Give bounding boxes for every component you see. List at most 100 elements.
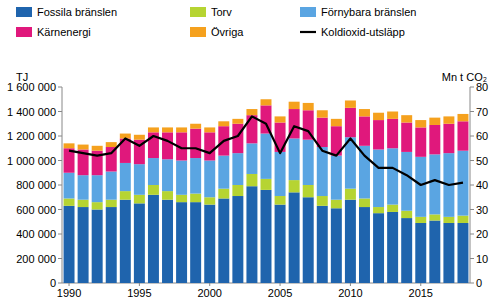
bar [443, 223, 454, 283]
bar [289, 180, 300, 192]
bar [190, 129, 201, 158]
legend-label: Torv [211, 6, 232, 18]
bar [443, 217, 454, 223]
bar [106, 172, 117, 200]
bar [303, 140, 314, 185]
bar [148, 195, 159, 283]
bar [373, 113, 384, 120]
bar [246, 174, 257, 186]
legend-swatch [190, 27, 206, 37]
y2-axis [470, 87, 471, 283]
bar [246, 109, 257, 115]
bar [387, 205, 398, 212]
x-tick [350, 283, 351, 286]
bar [64, 143, 75, 148]
line [69, 116, 463, 185]
bar [275, 116, 286, 122]
y-tick [58, 160, 62, 161]
bar [176, 161, 187, 195]
legend-label: Koldioxid-utsläpp [321, 26, 405, 38]
y2-tick [470, 209, 474, 210]
y2-tick-label: 70 [476, 106, 488, 118]
bar [303, 103, 314, 110]
bar [401, 152, 412, 211]
bar [317, 110, 328, 117]
legend-swatch [190, 7, 206, 17]
bar [359, 109, 370, 116]
y-tick-label: 600 000 [16, 204, 56, 216]
bar [162, 200, 173, 283]
bar [204, 197, 215, 204]
y2-tick [470, 234, 474, 235]
x-tick [69, 283, 70, 286]
y-tick-label: 0 [50, 277, 56, 289]
bar [204, 205, 215, 283]
legend-swatch [16, 7, 32, 17]
bar [190, 202, 201, 283]
bar [78, 207, 89, 283]
bar [373, 207, 384, 213]
bar [64, 206, 75, 283]
x-tick-label: 2000 [197, 287, 221, 299]
bar [120, 163, 131, 191]
bar [317, 206, 328, 283]
bar [232, 119, 243, 124]
bar [429, 214, 440, 220]
y-tick [58, 234, 62, 235]
bar [387, 112, 398, 119]
bar [134, 135, 145, 140]
bar [429, 154, 440, 214]
bar [415, 217, 426, 223]
bar [443, 116, 454, 123]
bar [303, 185, 314, 197]
bar [303, 197, 314, 283]
bar [429, 125, 440, 154]
bar [373, 213, 384, 283]
y-tick-label: 1 200 000 [7, 130, 56, 142]
y2-tick-label: 20 [476, 228, 488, 240]
legend-label: Fossila bränslen [37, 6, 117, 18]
bar [204, 127, 215, 132]
bar [148, 127, 159, 132]
bar [232, 185, 243, 196]
bar [120, 191, 131, 200]
bar [261, 190, 272, 283]
bar [204, 161, 215, 198]
bar [373, 149, 384, 207]
bar [457, 216, 468, 223]
bar [162, 132, 173, 159]
x-tick-label: 1990 [57, 287, 81, 299]
bar [190, 124, 201, 129]
bar [359, 198, 370, 207]
x-tick-label: 2015 [409, 287, 433, 299]
bar [148, 185, 159, 195]
bar [162, 127, 173, 132]
y-tick [58, 209, 62, 210]
y-tick-label: 1 600 000 [7, 81, 56, 93]
bar [176, 127, 187, 132]
bar [429, 118, 440, 125]
bar [289, 138, 300, 180]
bar [415, 127, 426, 156]
bar [401, 211, 412, 218]
y-tick-label: 800 000 [16, 179, 56, 191]
plot-area [64, 99, 469, 283]
legend-swatch [16, 27, 32, 37]
bar [359, 116, 370, 145]
legend-swatch [300, 31, 316, 33]
bar [106, 142, 117, 147]
legend-label: Kärnenergi [37, 26, 91, 38]
bar [218, 189, 229, 199]
bar [92, 202, 103, 209]
bar [232, 153, 243, 185]
bar [134, 195, 145, 204]
bar [443, 124, 454, 153]
bar [317, 118, 328, 147]
bar [457, 121, 468, 150]
bar [176, 202, 187, 283]
bar [429, 221, 440, 283]
bar [317, 147, 328, 196]
bar [78, 175, 89, 200]
bar [218, 121, 229, 126]
legend-label: Övriga [211, 26, 244, 38]
